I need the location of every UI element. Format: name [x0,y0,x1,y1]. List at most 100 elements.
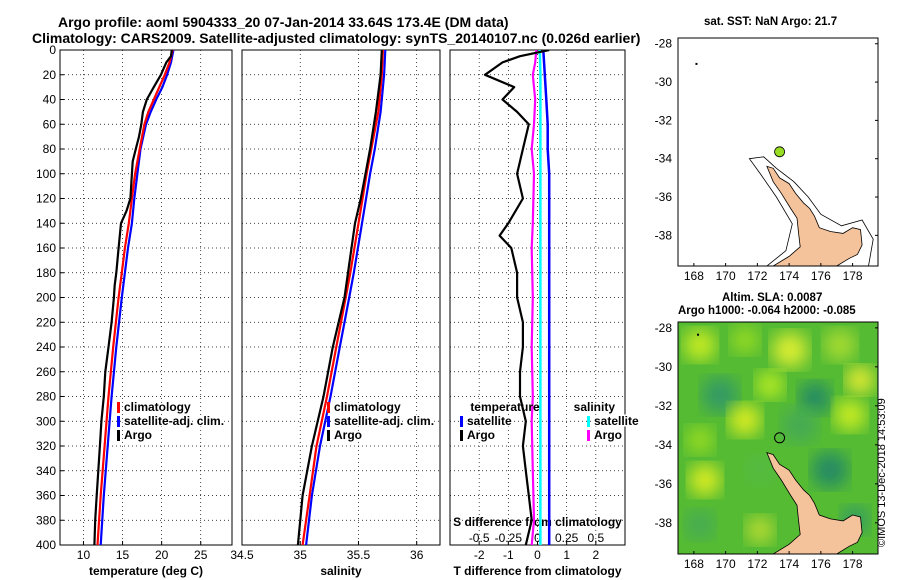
y-tick-label: 20 [43,68,57,82]
x-tick-label: -2 [474,548,485,562]
legend-argo-label: Argo [334,428,362,442]
y-tick-label: 140 [36,216,56,230]
island-dot [697,333,700,336]
land-new-zealand [766,451,863,554]
map-y-tick-label: -34 [655,438,673,452]
map-x-tick-label: 176 [811,557,831,571]
map-x-tick-label: 178 [843,557,863,571]
map-x-tick-label: 170 [716,269,736,283]
x-tick-label: 25 [194,548,208,562]
map-top-title: sat. SST: NaN Argo: 21.7 [704,16,838,28]
series-climatology [96,50,174,545]
map-bottom-title-2: Argo h1000: -0.064 h2000: -0.085 [678,305,856,317]
y-tick-label: 40 [43,93,57,107]
sla-anomaly-blob [689,464,721,496]
x-axis-label: salinity [320,564,362,578]
y-tick-label: 220 [36,315,56,329]
map-frame [677,37,879,267]
series-temperature-argo [483,50,550,545]
x-tick-label: 34.5 [230,548,254,562]
y-tick-label: 300 [36,414,56,428]
map-y-tick-label: -36 [655,190,673,204]
map-panel-sla: 168 170 172 174 176 178 -28 -30 -32 -34 -36 -38 [655,321,879,571]
map-x-tick-label: 172 [747,557,767,571]
legend-temperature-title: temperature [470,400,540,414]
map-content [684,326,874,554]
profile-panel-temperature: 10 15 20 25 0 20 40 60 80 100 120 140 160 180 200 220 24… [36,43,233,578]
x-tick-label: 35.5 [347,548,371,562]
x-tick-label: 0 [534,548,541,562]
map-x-tick-label: 168 [684,557,704,571]
map-frame [677,321,879,555]
series-temperature-satellite [542,50,551,545]
sla-anomaly-blob [746,516,774,544]
map-x-tick-label: 176 [811,269,831,283]
map-panel-sst: 168 170 172 174 176 178 -28 -30 -32 -34 -36 -38 [655,37,879,283]
map-x-tick-label: 172 [747,269,767,283]
legend-temperature-argo-label: Argo [467,428,495,442]
legend-salinity-argo-label: Argo [594,428,622,442]
y-tick-label: 380 [36,513,56,527]
legend-climatology-label: climatology [124,400,191,414]
x-tick-label: 10 [77,548,91,562]
series-satellite-adj-clim [99,50,175,545]
sla-anomaly-blob [824,329,856,361]
x-tick-label: 15 [116,548,130,562]
sla-anomaly-blob [746,456,774,484]
map-x-tick-label: 174 [779,557,799,571]
sla-anomaly-blob [756,371,784,399]
y-tick-label: 80 [43,142,57,156]
series-salinity-satellite [538,50,542,545]
s-tick-label: -0.5 [469,531,490,545]
sla-anomaly-blob [685,510,715,540]
sla-anomaly-blob [772,332,808,368]
y-tick-label: 360 [36,489,56,503]
x-axis-label: T difference from climatology [453,564,621,578]
y-tick-label: 160 [36,241,56,255]
s-tick-label: 0.25 [555,531,579,545]
shelf-contour [748,156,874,266]
x-tick-label: 20 [155,548,169,562]
legend-climatology-swatch [327,402,330,413]
legend-salinity-satellite-label: satellite [594,414,639,428]
sla-anomaly-blob [731,326,759,354]
legend-temperature-satellite-label: satellite [467,414,512,428]
map-y-tick-label: -30 [655,75,673,89]
sla-anomaly-blob [846,366,874,394]
series-climatology [301,50,384,545]
figure-title-line1: Argo profile: aoml 5904333_20 07-Jan-201… [58,14,509,30]
map-y-tick-label: -32 [655,113,673,127]
y-tick-label: 340 [36,464,56,478]
sla-anomaly-blob [702,377,738,413]
legend-temperature-argo-swatch [460,430,463,441]
x-tick-label: 36 [410,548,424,562]
legend-salinity-satellite-swatch [587,416,590,427]
legend-argo-label: Argo [124,428,152,442]
legend-salinity-argo-swatch [587,430,590,441]
y-tick-label: 400 [36,538,56,552]
profile-panel-difference: -2 -1 0 1 2 T difference from climatology -0.5… [449,49,641,578]
sla-anomaly-blob [686,426,714,454]
legend-satellite-adj-swatch [117,416,120,427]
s-tick-label: 0.5 [587,531,604,545]
map-y-tick-label: -34 [655,152,673,166]
map-y-tick-label: -32 [655,399,673,413]
s-tick-label: 0 [534,531,541,545]
series-satellite-adj-clim [305,50,387,545]
y-tick-label: 180 [36,266,56,280]
y-tick-label: 280 [36,390,56,404]
y-tick-label: 120 [36,192,56,206]
map-x-tick-label: 178 [843,269,863,283]
series-argo [93,50,173,545]
map-x-tick-label: 168 [684,269,704,283]
legend-satellite-adj-swatch [327,416,330,427]
x-tick-label: 1 [563,548,570,562]
map-y-tick-label: -28 [655,321,673,335]
y-tick-label: 0 [49,43,56,57]
map-y-tick-label: -28 [655,37,673,51]
y-tick-label: 200 [36,291,56,305]
argo-location-marker [774,432,786,444]
map-content [695,62,874,266]
legend-satellite-adj-label: satellite-adj. clim. [334,414,434,428]
island-dot [695,62,698,65]
